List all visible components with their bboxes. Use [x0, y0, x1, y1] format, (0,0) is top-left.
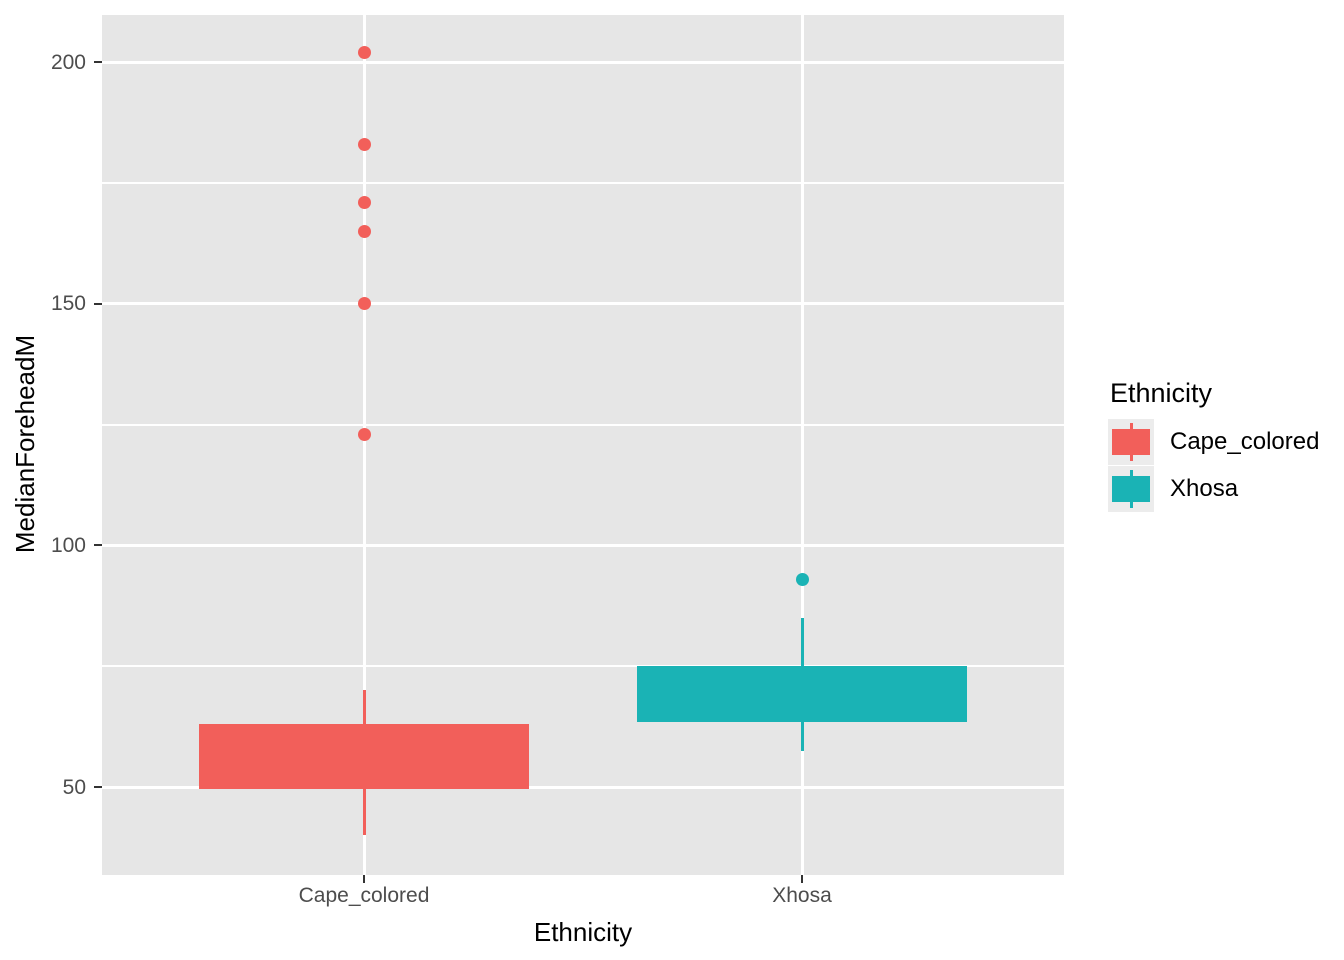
gridline-minor	[102, 665, 1064, 668]
whisker-upper	[800, 617, 804, 667]
y-axis-title: MedianForeheadM	[10, 334, 40, 554]
whisker-upper	[362, 690, 366, 725]
legend-label: Cape_colored	[1170, 428, 1320, 455]
y-tick-mark	[94, 544, 102, 547]
boxplot-box	[637, 666, 967, 722]
legend-title: Ethnicity	[1110, 378, 1213, 408]
y-tick-mark	[94, 61, 102, 64]
gridline-major	[102, 785, 1064, 789]
y-tick-label: 200	[50, 50, 86, 74]
gridline-vertical	[800, 15, 804, 875]
outlier-point	[795, 572, 809, 586]
outlier-point	[357, 224, 371, 238]
gridline-major	[102, 60, 1064, 64]
boxplot-box	[199, 724, 529, 790]
whisker-lower	[800, 721, 804, 751]
legend-label: Xhosa	[1170, 475, 1239, 502]
outlier-point	[357, 297, 371, 311]
gridline-major	[102, 543, 1064, 547]
y-tick-mark	[94, 786, 102, 788]
x-tick-label: Cape_colored	[298, 884, 430, 907]
gridline-minor	[102, 423, 1064, 426]
legend-key-box-icon	[1112, 476, 1150, 502]
y-tick-label: 150	[50, 292, 86, 316]
gridline-minor	[102, 182, 1064, 185]
gridline-vertical	[362, 15, 366, 875]
legend-key	[1108, 466, 1154, 512]
legend-key-box-icon	[1112, 429, 1150, 455]
x-axis-title: Ethnicity	[533, 917, 633, 947]
legend-key	[1108, 419, 1154, 465]
outlier-point	[357, 427, 371, 441]
y-tick-mark	[94, 302, 102, 305]
y-tick-label: 50	[62, 775, 86, 799]
plot-panel	[102, 15, 1064, 875]
gridline-major	[102, 302, 1064, 306]
outlier-point	[357, 195, 371, 209]
outlier-point	[357, 137, 371, 151]
outlier-point	[357, 46, 371, 60]
x-tick-mark	[363, 875, 365, 883]
y-tick-label: 100	[50, 533, 86, 557]
x-tick-label: Xhosa	[772, 884, 832, 907]
whisker-lower	[362, 789, 366, 836]
x-tick-mark	[801, 875, 803, 883]
